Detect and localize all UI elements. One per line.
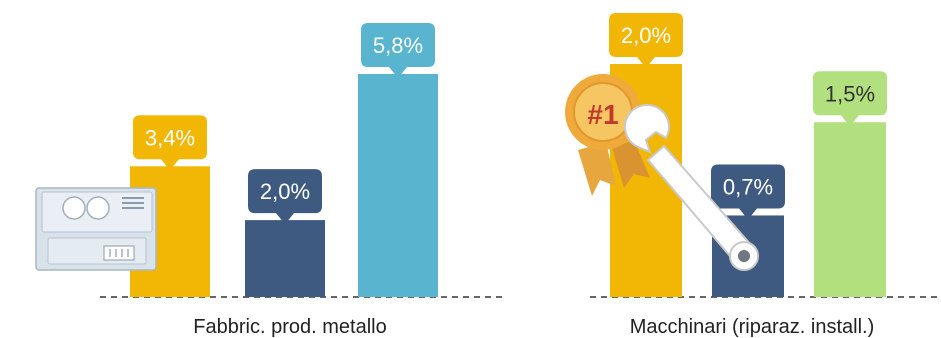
value-callout	[248, 169, 322, 225]
bar	[814, 122, 886, 297]
data-label: 0,7%	[723, 174, 773, 199]
value-callout	[609, 13, 683, 68]
x-axis-label: Macchinari (riparaz. install.)	[630, 316, 875, 338]
data-label: 2,0%	[260, 179, 310, 204]
data-label: 5,8%	[373, 33, 423, 58]
award-badge-text: #1	[587, 99, 618, 130]
x-axis-label: Fabbric. prod. metallo	[193, 316, 386, 338]
bar	[245, 220, 325, 297]
data-label: 2,0%	[621, 23, 671, 48]
chart-1: 3,4% 2,0% 5,8% Fabbric. prod. metallo	[100, 23, 502, 338]
award-ribbon-and-wrench-icon: #1	[565, 74, 759, 271]
data-label: 1,5%	[825, 81, 875, 106]
value-callout	[813, 71, 887, 127]
bar	[358, 74, 438, 297]
control-panel-icon	[35, 187, 157, 271]
value-callout	[711, 164, 785, 220]
value-callout	[361, 23, 435, 78]
data-label: 3,4%	[145, 125, 195, 150]
value-callout	[133, 115, 207, 171]
